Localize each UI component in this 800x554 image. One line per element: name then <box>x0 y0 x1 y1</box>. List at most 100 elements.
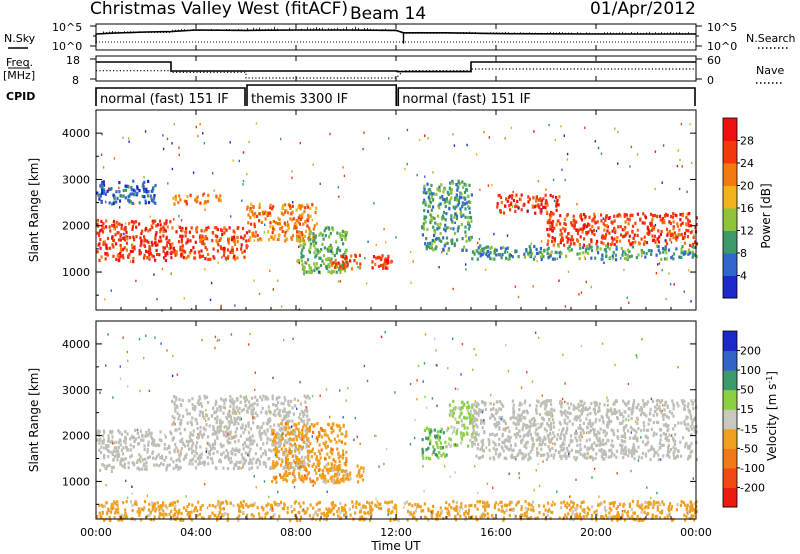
velocity-sporadic-scatter <box>99 331 694 522</box>
colorbar-tick-label: 20 <box>740 180 754 193</box>
power-frame-bg <box>96 110 696 310</box>
colorbar-segment <box>723 467 737 488</box>
power-feature <box>421 179 473 252</box>
velocity-feature <box>271 421 348 485</box>
colorbar-tick-label: 15 <box>740 403 754 416</box>
x-tick-label: 00:00 <box>680 526 712 539</box>
y-tick-label: 4000 <box>62 338 90 351</box>
colorbar-tick-label: 12 <box>740 225 754 238</box>
velocity-feature <box>421 426 448 461</box>
colorbar-segment <box>723 253 737 276</box>
beam-label: Beam 14 <box>350 4 426 24</box>
freq-ticks <box>90 58 702 80</box>
colorbar-segment <box>723 331 737 352</box>
colorbar-tick-label: -15 <box>740 423 758 436</box>
x-tick-label: 00:00 <box>80 526 112 539</box>
nsky-tick-bottom: 10^0 <box>52 40 82 53</box>
colorbar-tick-label: 28 <box>740 135 754 148</box>
velocity-feature <box>471 399 698 462</box>
velocity-feature <box>96 428 173 473</box>
power-yticks: 1000 2000 3000 4000 <box>62 127 696 296</box>
cpid-mode-bracket <box>397 87 696 106</box>
freq-label: Freq. <box>6 56 33 69</box>
colorbar-segment <box>723 163 737 186</box>
velocity-ylabel: Slant Range [km] <box>27 368 41 472</box>
y-tick-label: 2000 <box>62 430 90 443</box>
power-sporadic-scatter <box>100 122 695 312</box>
colorbar-tick-label: 50 <box>740 384 754 397</box>
power-feature <box>171 225 249 261</box>
colorbar-tick-label: 100 <box>740 364 761 377</box>
y-tick-label: 1000 <box>62 475 90 488</box>
nsky-right-ticks <box>696 25 702 47</box>
power-feature <box>172 193 222 206</box>
freq-panel: 18 8 60 0 Freq. [MHz] Nave <box>3 54 784 87</box>
power-feature <box>329 253 362 271</box>
colorbar-tick-label: -200 <box>740 481 765 494</box>
y-tick-label: 3000 <box>62 173 90 186</box>
velocity-colorbar: -200 -100 -50 -15 15 50 100 200 <box>722 330 765 508</box>
chart-title: Christmas Valley West (fitACF) <box>90 0 348 19</box>
nave-tick-bottom: 0 <box>707 74 714 87</box>
x-tick-label: 16:00 <box>480 526 512 539</box>
colorbar-segment <box>723 428 737 449</box>
colorbar-tick-label: 200 <box>740 345 761 358</box>
power-feature <box>371 254 393 270</box>
colorbar-segment <box>723 208 737 231</box>
cpid-mode-bracket <box>246 84 398 106</box>
colorbar-segment <box>723 389 737 410</box>
velocity-data-gap <box>397 321 404 519</box>
x-tick-label: 20:00 <box>580 526 612 539</box>
velocity-yticks: 1000 2000 3000 4000 <box>62 338 696 505</box>
cpid-row: CPID normal (fast) 151 IF themis 3300 IF n… <box>6 84 696 107</box>
cpid-mode-label: themis 3300 IF <box>251 92 348 107</box>
freq-series-line <box>96 61 696 73</box>
colorbar-tick-label: 4 <box>740 270 747 283</box>
nsearch-tick-top: 10^5 <box>707 21 737 34</box>
velocity-field <box>96 321 698 523</box>
freq-trace <box>96 61 696 79</box>
colorbar-segment <box>723 230 737 254</box>
nave-series-line <box>96 68 696 79</box>
power-data-gap <box>397 110 404 310</box>
colorbar-frame <box>722 330 738 508</box>
nsearch-tick-bottom: 10^0 <box>707 40 737 53</box>
power-feature <box>96 218 173 264</box>
colorbar-segment <box>723 118 737 141</box>
y-tick-label: 4000 <box>62 127 90 140</box>
freq-tick-bottom: 8 <box>72 74 79 87</box>
nsky-panel: 10^5 10^0 10^5 10^0 N.Sky N.Search <box>4 21 796 53</box>
nsky-series-line <box>95 29 696 35</box>
y-tick-label: 2000 <box>62 220 90 233</box>
cpid-mode-bracket <box>95 87 246 106</box>
power-colorbar-label: Power [dB] <box>759 183 773 248</box>
nave-tick-top: 60 <box>707 54 721 67</box>
nsearch-label: N.Search <box>746 32 796 45</box>
colorbar-segment <box>723 350 737 371</box>
power-panel: 1000 2000 3000 4000 Slant Range [km] 4 8 12 16… <box>27 109 773 312</box>
colorbar-segment <box>723 370 737 391</box>
x-tick-label: 08:00 <box>280 526 312 539</box>
nsky-left-ticks <box>90 25 96 47</box>
cpid-label: CPID <box>6 90 35 103</box>
power-ylabel: Slant Range [km] <box>27 158 41 262</box>
x-tick-label: 04:00 <box>180 526 212 539</box>
nsky-tick-top: 10^5 <box>52 21 82 34</box>
velocity-frame-bg <box>96 321 696 519</box>
colorbar-tick-label: -50 <box>740 442 758 455</box>
cpid-mode-bars: normal (fast) 151 IF themis 3300 IF normal… <box>95 84 696 107</box>
date-label: 01/Apr/2012 <box>590 0 696 19</box>
power-feature <box>471 244 698 262</box>
colorbar-tick-label: 24 <box>740 157 754 170</box>
colorbar-tick-label: 8 <box>740 247 747 260</box>
colorbar-segment <box>723 487 737 508</box>
nave-label: Nave <box>756 64 784 77</box>
y-tick-label: 1000 <box>62 266 90 279</box>
velocity-colorbar-label: Velocity [m s-1] <box>765 371 780 461</box>
nsky-trace <box>95 26 696 44</box>
freq-unit: [MHz] <box>3 69 35 82</box>
colorbar-segment <box>723 275 737 299</box>
cpid-mode-label: normal (fast) 151 IF <box>402 92 531 107</box>
velocity-feature <box>321 463 365 485</box>
